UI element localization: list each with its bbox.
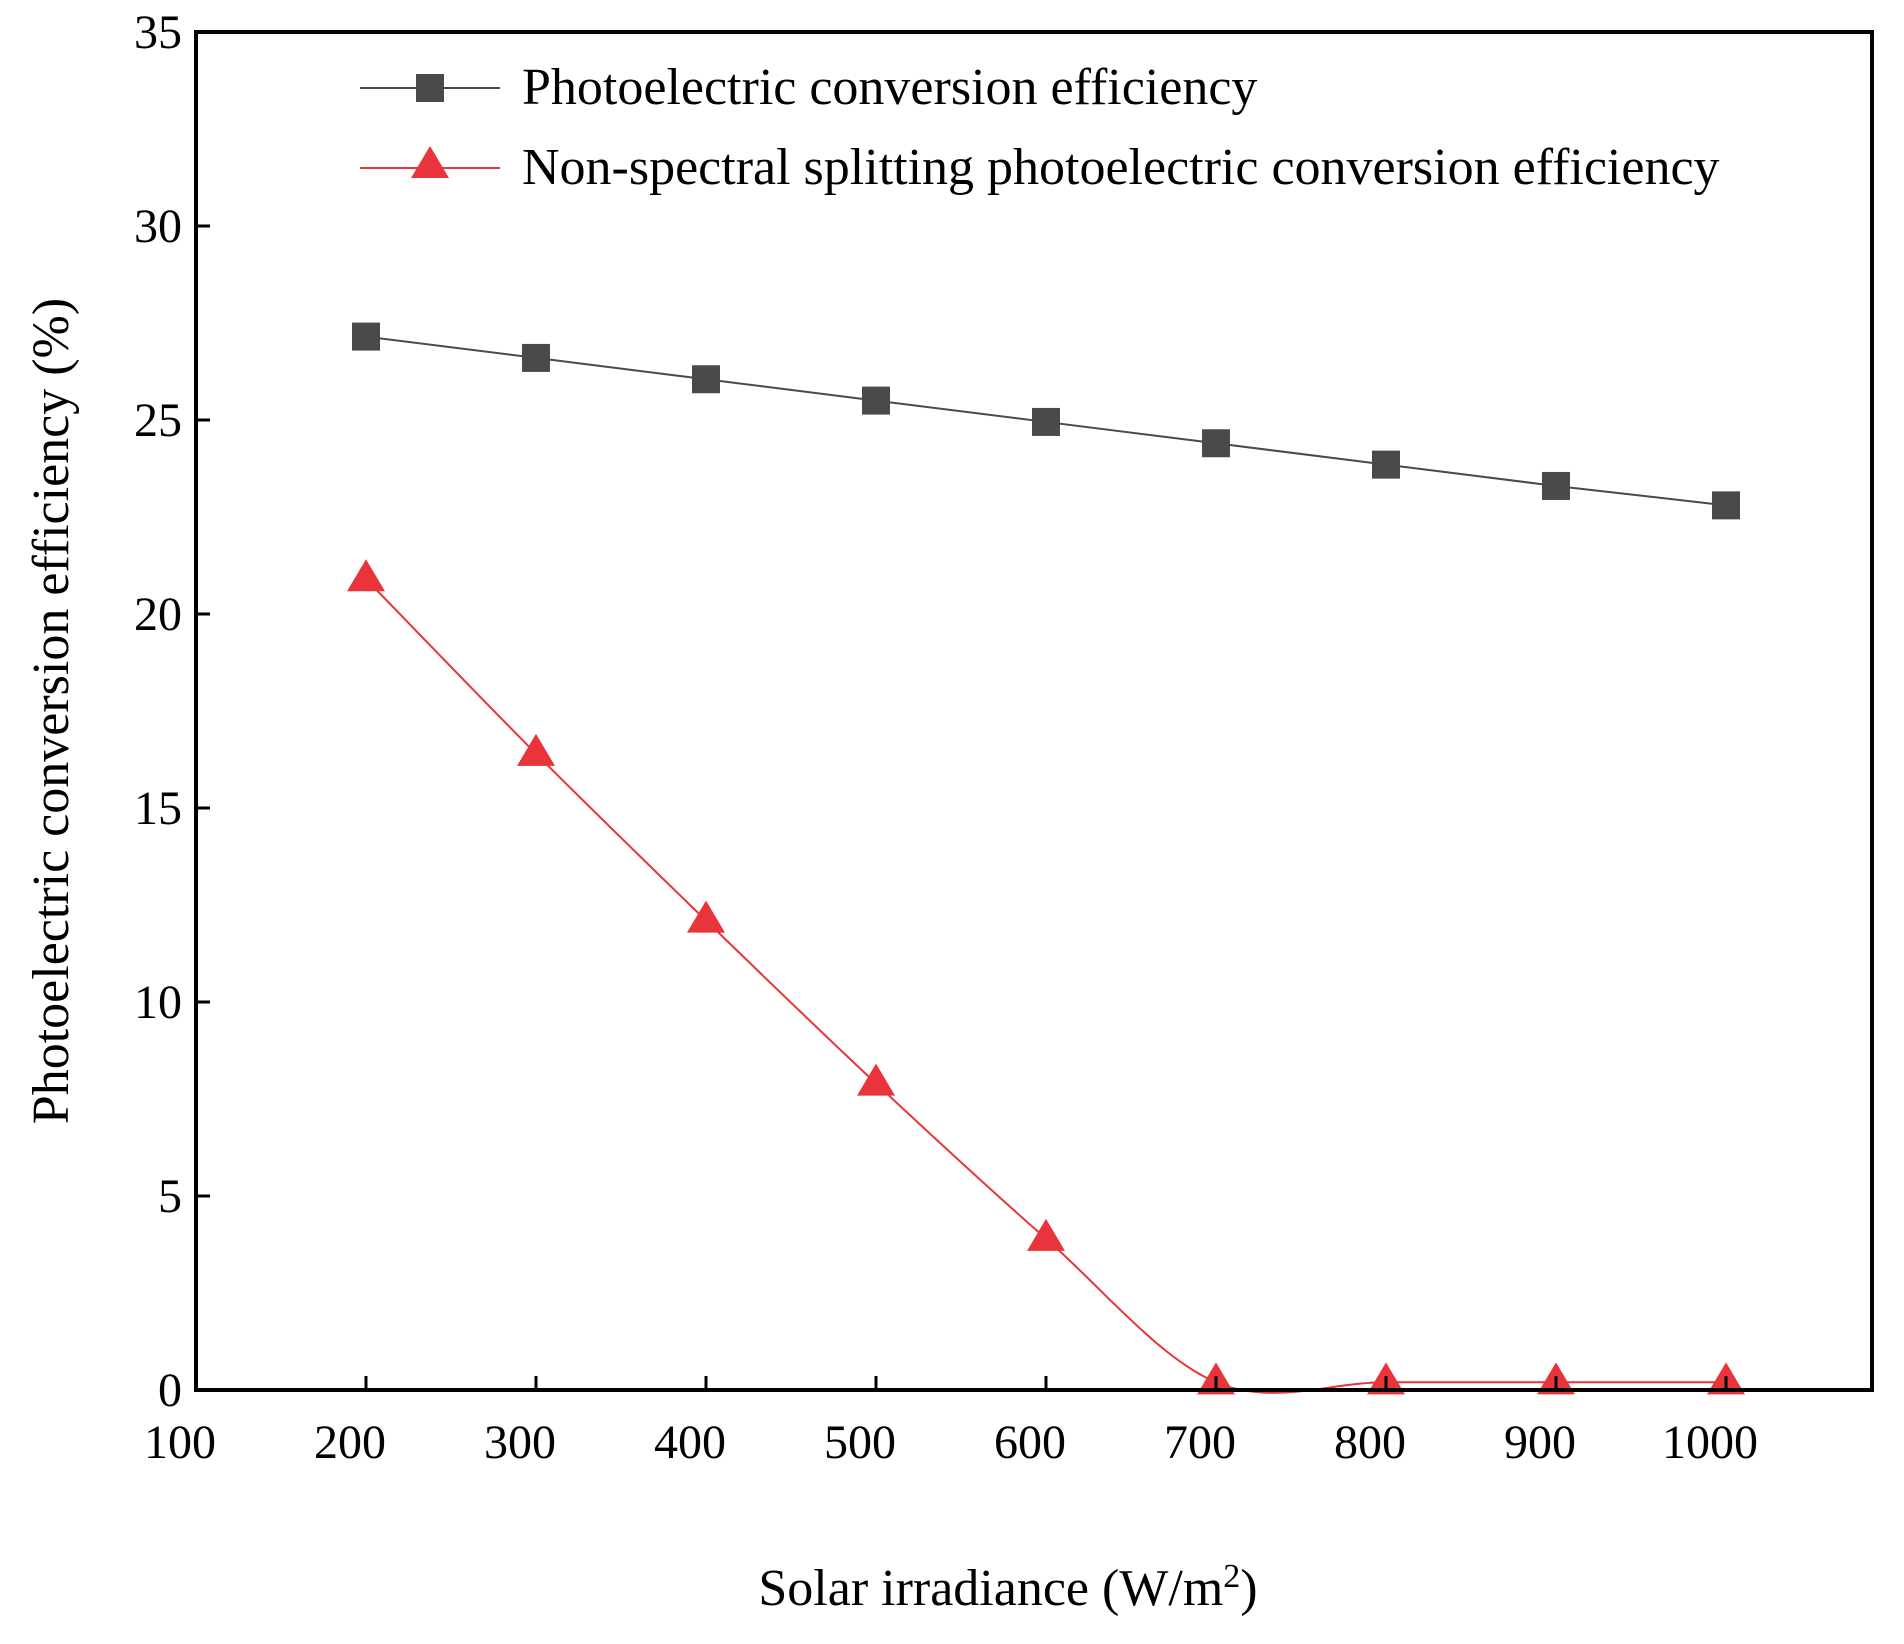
x-tick-label: 200	[314, 1416, 386, 1469]
data-point-square	[862, 386, 890, 415]
legend-marker-square	[416, 74, 444, 102]
plot-frame	[194, 30, 1874, 1392]
legend-entry-square: Photoelectric conversion efficiency	[360, 59, 1257, 116]
x-axis-title-close: )	[1240, 1560, 1257, 1617]
series-line-non-spectral	[365, 578, 1726, 1394]
data-point-square	[352, 322, 380, 351]
y-tick-label: 0	[158, 1364, 182, 1417]
tick-layer: 0 5 10 15 20 25 30 35 100 200 300 400 500 600 700 800 90…	[134, 6, 1758, 1469]
x-axis-title-main: Solar irradiance (W/m	[758, 1560, 1223, 1617]
data-point-triangle	[1027, 1218, 1065, 1251]
x-tick-label: 700	[1164, 1416, 1236, 1469]
legend-label-square: Photoelectric conversion efficiency	[522, 59, 1257, 116]
series-layer	[347, 322, 1745, 1395]
data-point-square	[1372, 450, 1400, 479]
x-tick-label: 900	[1504, 1416, 1576, 1469]
data-point-square	[1202, 429, 1230, 458]
data-point-square	[1032, 407, 1060, 436]
x-axis-title: Solar irradiance (W/m2)	[758, 1558, 1257, 1618]
x-tick-label: 1000	[1662, 1416, 1758, 1469]
x-tick-label: 100	[144, 1416, 216, 1469]
y-tick-label: 25	[134, 394, 182, 447]
data-point-square	[692, 365, 720, 394]
x-tick-label: 500	[824, 1416, 896, 1469]
y-tick-label: 20	[134, 588, 182, 641]
data-point-square	[1712, 491, 1740, 520]
x-tick-label: 300	[484, 1416, 556, 1469]
data-point-triangle	[857, 1063, 895, 1096]
data-point-square	[1542, 471, 1570, 500]
x-axis-title-superscript: 2	[1223, 1558, 1240, 1595]
legend-label-triangle: Non-spectral splitting photoelectric con…	[522, 139, 1720, 196]
y-tick-label: 30	[134, 200, 182, 253]
legend: Photoelectric conversion efficiency Non-…	[360, 59, 1720, 196]
y-tick-label: 35	[134, 6, 182, 59]
data-point-square	[522, 343, 550, 372]
data-point-triangle	[347, 559, 385, 592]
data-point-triangle	[687, 900, 725, 933]
x-tick-label: 600	[994, 1416, 1066, 1469]
y-tick-label: 5	[158, 1170, 182, 1223]
legend-marker-triangle	[411, 146, 449, 178]
y-axis-title: Photoelectric conversion efficiency (%)	[23, 298, 80, 1124]
x-tick-label: 800	[1334, 1416, 1406, 1469]
x-tick-label: 400	[654, 1416, 726, 1469]
data-point-triangle	[517, 733, 555, 766]
y-tick-label: 15	[134, 782, 182, 835]
y-tick-label: 10	[134, 976, 182, 1029]
legend-entry-triangle: Non-spectral splitting photoelectric con…	[360, 139, 1720, 196]
